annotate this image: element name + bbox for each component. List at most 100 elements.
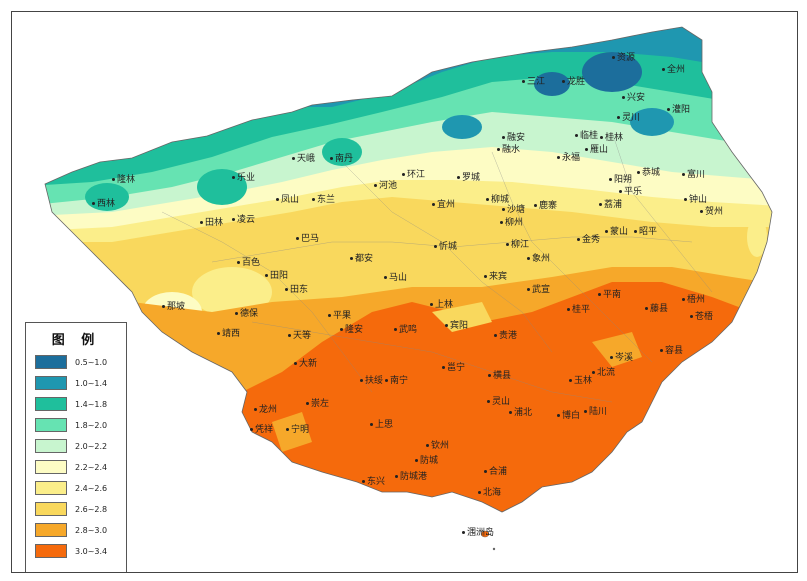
city-dot-icon bbox=[442, 366, 445, 369]
city-name: 凤山 bbox=[281, 195, 300, 205]
city-label: 鹿寨 bbox=[534, 198, 557, 211]
city-dot-icon bbox=[617, 116, 620, 119]
city-label: 柳州 bbox=[500, 215, 523, 228]
legend-row: 2.8~3.0 bbox=[35, 523, 107, 537]
city-name: 邕宁 bbox=[447, 363, 466, 373]
city-dot-icon bbox=[667, 108, 670, 111]
city-dot-icon bbox=[484, 275, 487, 278]
city-dot-icon bbox=[486, 198, 489, 201]
city-name: 田东 bbox=[290, 285, 309, 295]
city-name: 罗城 bbox=[462, 173, 481, 183]
city-dot-icon bbox=[682, 173, 685, 176]
city-dot-icon bbox=[395, 475, 398, 478]
city-name: 藤县 bbox=[650, 304, 669, 314]
city-dot-icon bbox=[494, 334, 497, 337]
city-dot-icon bbox=[362, 480, 365, 483]
city-name: 灵川 bbox=[622, 113, 641, 123]
city-name: 南丹 bbox=[335, 154, 354, 164]
city-label: 横县 bbox=[488, 368, 511, 381]
city-label: 平乐 bbox=[619, 184, 642, 197]
city-name: 灌阳 bbox=[672, 105, 691, 115]
city-name: 环江 bbox=[407, 170, 426, 180]
city-name: 东兴 bbox=[367, 477, 386, 487]
city-name: 浦北 bbox=[514, 408, 533, 418]
city-name: 隆林 bbox=[117, 175, 136, 185]
legend-swatch bbox=[35, 544, 67, 558]
city-label: 邕宁 bbox=[442, 360, 465, 373]
city-label: 灵川 bbox=[617, 110, 640, 123]
city-dot-icon bbox=[217, 332, 220, 335]
city-dot-icon bbox=[557, 414, 560, 417]
city-name: 贵港 bbox=[499, 331, 518, 341]
city-label: 东兴 bbox=[362, 474, 385, 487]
city-dot-icon bbox=[500, 221, 503, 224]
city-label: 南宁 bbox=[385, 373, 408, 386]
city-dot-icon bbox=[385, 379, 388, 382]
city-label: 柳江 bbox=[506, 237, 529, 250]
city-label: 北海 bbox=[478, 485, 501, 498]
city-label: 凌云 bbox=[232, 212, 255, 225]
city-name: 宜州 bbox=[437, 200, 456, 210]
city-label: 隆安 bbox=[340, 322, 363, 335]
city-label: 防城 bbox=[415, 453, 438, 466]
legend-label: 2.8~3.0 bbox=[75, 525, 108, 535]
city-label: 靖西 bbox=[217, 326, 240, 339]
city-name: 武鸣 bbox=[399, 325, 418, 335]
legend-swatch bbox=[35, 439, 67, 453]
city-label: 德保 bbox=[235, 306, 258, 319]
city-label: 田东 bbox=[285, 282, 308, 295]
legend-swatch bbox=[35, 460, 67, 474]
city-dot-icon bbox=[645, 307, 648, 310]
city-dot-icon bbox=[330, 157, 333, 160]
city-name: 天等 bbox=[293, 331, 312, 341]
city-name: 横县 bbox=[493, 371, 512, 381]
city-name: 桂林 bbox=[605, 133, 624, 143]
city-label: 临桂 bbox=[575, 128, 598, 141]
city-name: 阳朔 bbox=[614, 175, 633, 185]
city-label: 融水 bbox=[497, 142, 520, 155]
city-label: 上林 bbox=[430, 297, 453, 310]
city-label: 崇左 bbox=[306, 396, 329, 409]
city-dot-icon bbox=[609, 178, 612, 181]
city-label: 梧州 bbox=[682, 292, 705, 305]
city-dot-icon bbox=[575, 134, 578, 137]
legend-row: 2.6~2.8 bbox=[35, 502, 107, 516]
county-borders bbox=[161, 131, 713, 403]
city-label: 融安 bbox=[502, 130, 525, 143]
city-label: 忻城 bbox=[434, 239, 457, 252]
city-label: 河池 bbox=[374, 178, 397, 191]
city-dot-icon bbox=[232, 218, 235, 221]
city-dot-icon bbox=[557, 156, 560, 159]
city-name: 平果 bbox=[333, 311, 352, 321]
city-name: 隆安 bbox=[345, 325, 364, 335]
city-label: 乐业 bbox=[232, 170, 255, 183]
city-dot-icon bbox=[232, 176, 235, 179]
city-dot-icon bbox=[497, 148, 500, 151]
legend-swatch bbox=[35, 502, 67, 516]
city-dot-icon bbox=[430, 303, 433, 306]
city-dot-icon bbox=[700, 210, 703, 213]
city-label: 宾阳 bbox=[445, 318, 468, 331]
city-name: 防城 bbox=[420, 456, 439, 466]
city-label: 阳朔 bbox=[609, 172, 632, 185]
city-label: 宁明 bbox=[286, 422, 309, 435]
legend-label: 1.8~2.0 bbox=[75, 420, 108, 430]
city-name: 钦州 bbox=[431, 441, 450, 451]
city-dot-icon bbox=[340, 328, 343, 331]
city-name: 岑溪 bbox=[615, 353, 634, 363]
city-dot-icon bbox=[432, 203, 435, 206]
city-dot-icon bbox=[487, 400, 490, 403]
legend-swatch bbox=[35, 418, 67, 432]
legend-row: 1.0~1.4 bbox=[35, 376, 107, 390]
city-dot-icon bbox=[584, 410, 587, 413]
city-name: 柳江 bbox=[511, 240, 530, 250]
legend-row: 0.5~1.0 bbox=[35, 355, 107, 369]
city-name: 贺州 bbox=[705, 207, 724, 217]
city-name: 平乐 bbox=[624, 187, 643, 197]
city-name: 鹿寨 bbox=[539, 201, 558, 211]
city-dot-icon bbox=[286, 428, 289, 431]
city-label: 三江 bbox=[522, 74, 545, 87]
city-label: 陆川 bbox=[584, 404, 607, 417]
city-name: 西林 bbox=[97, 199, 116, 209]
city-dot-icon bbox=[605, 230, 608, 233]
